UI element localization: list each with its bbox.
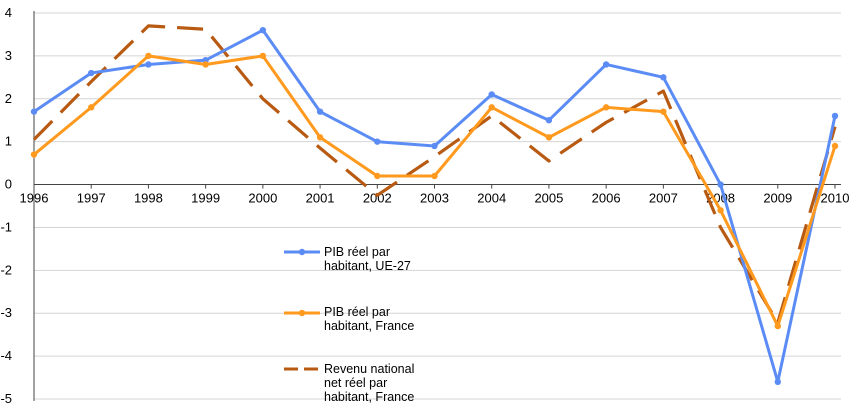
x-tick-label: 1998 (134, 191, 163, 206)
data-point (202, 61, 209, 68)
y-tick-label: 1 (5, 134, 12, 149)
legend-label: net réel par (324, 376, 387, 390)
gridlines (34, 12, 841, 400)
y-tick-label: 3 (5, 48, 12, 63)
legend-label: habitant, France (324, 390, 414, 404)
y-tick-label: 2 (5, 91, 12, 106)
x-tick-label: 2010 (821, 191, 850, 206)
legend-label: habitant, France (324, 319, 414, 333)
data-point (660, 108, 667, 115)
x-tick-label: 2001 (306, 191, 335, 206)
data-point (316, 134, 324, 141)
data-point (30, 151, 38, 158)
series-lines (30, 24, 839, 386)
legend-marker (298, 248, 306, 256)
data-point (145, 61, 152, 68)
x-tick-label: 2005 (534, 191, 563, 206)
data-point (831, 112, 839, 120)
data-point (545, 117, 553, 124)
legend-label: PIB réel par (324, 305, 390, 319)
y-tick-label: -2 (0, 262, 12, 277)
series-line-0 (33, 28, 837, 384)
data-point (316, 108, 324, 115)
y-tick-label: -4 (0, 348, 12, 363)
data-point (831, 142, 839, 150)
data-point (602, 104, 610, 111)
data-point (374, 138, 381, 145)
legend-label: Revenu national (324, 362, 414, 376)
data-point (717, 207, 724, 214)
data-point (145, 52, 152, 60)
x-tick-label: 1996 (20, 191, 49, 206)
data-point (259, 52, 267, 60)
data-point (488, 91, 495, 98)
y-tick-label: -3 (0, 305, 12, 320)
x-tick-label: 1999 (191, 191, 220, 206)
data-point (488, 104, 495, 111)
axes: 4 3 2 1 0 -1 -2 -3 -4 -5 1996 1997 1998 1999 2000 2001 2… (0, 5, 849, 406)
y-tick-label: 4 (5, 5, 12, 20)
x-tick-label: 2008 (706, 191, 735, 206)
data-point (774, 378, 781, 386)
data-point (602, 61, 610, 68)
x-tick-label: 2002 (363, 191, 392, 206)
data-point (717, 181, 724, 188)
x-tick-label: 2009 (763, 191, 792, 206)
x-tick-label: 1997 (77, 191, 106, 206)
data-point (660, 74, 667, 81)
data-point (431, 172, 438, 180)
x-tick-label: 2003 (420, 191, 449, 206)
data-point (88, 104, 95, 111)
y-tick-label: -1 (0, 219, 12, 234)
data-point (30, 108, 38, 115)
legend-label: PIB réel par (324, 245, 390, 259)
legend-label: habitant, UE-27 (324, 259, 411, 273)
legend-marker (298, 309, 306, 317)
data-point (774, 322, 781, 330)
data-point (259, 26, 267, 34)
x-tick-label: 2006 (592, 191, 621, 206)
x-tick-label: 2000 (248, 191, 277, 206)
data-point (88, 69, 95, 77)
data-point (431, 142, 438, 150)
x-tick-label: 2007 (649, 191, 678, 206)
y-tick-label: -5 (0, 391, 12, 406)
y-tick-label: 0 (5, 177, 12, 192)
data-point (545, 134, 553, 141)
x-tick-label: 2004 (477, 191, 506, 206)
data-point (374, 172, 381, 180)
